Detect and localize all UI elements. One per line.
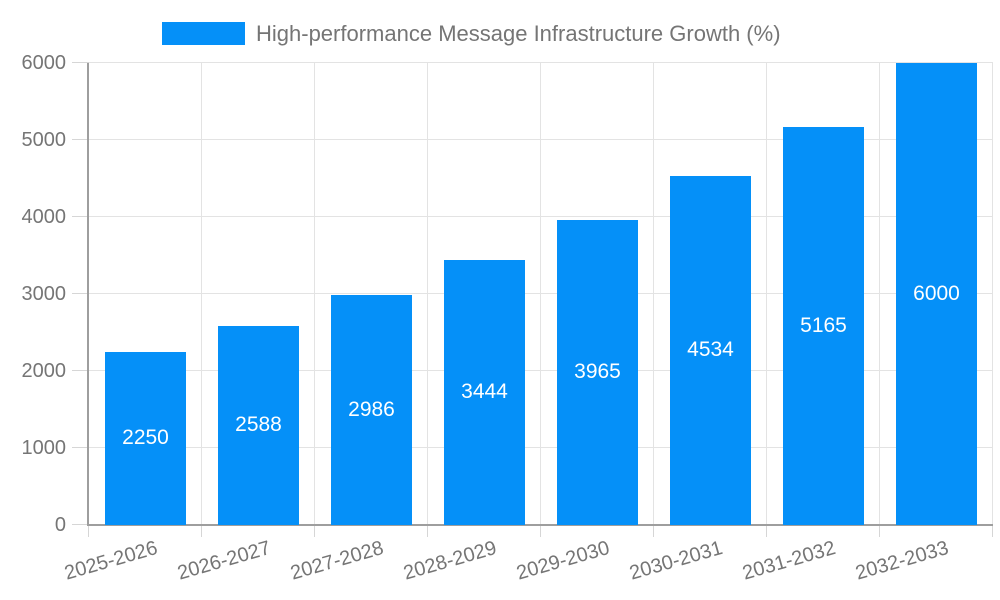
v-gridline-5 bbox=[653, 63, 654, 525]
v-gridline-1 bbox=[201, 63, 202, 525]
x-tick-2 bbox=[314, 526, 315, 537]
h-gridline-5000 bbox=[89, 139, 993, 140]
v-gridline-8 bbox=[992, 63, 993, 525]
bar-2031-2032[interactable]: 5165 bbox=[783, 127, 864, 525]
legend-label: High-performance Message Infrastructure … bbox=[256, 21, 781, 46]
bar-2028-2029[interactable]: 3444 bbox=[444, 259, 525, 525]
y-tick-5000 bbox=[72, 139, 89, 140]
bar-value-label: 2986 bbox=[348, 398, 395, 422]
y-tick-label-6000: 6000 bbox=[21, 52, 67, 74]
bar-2025-2026[interactable]: 2250 bbox=[105, 351, 186, 525]
bar-value-label: 2250 bbox=[122, 426, 169, 450]
y-tick-2000 bbox=[72, 370, 89, 371]
bar-2027-2028[interactable]: 2986 bbox=[331, 295, 412, 525]
bar-value-label: 2588 bbox=[235, 413, 282, 437]
bar-2029-2030[interactable]: 3965 bbox=[557, 219, 638, 525]
x-tick-5 bbox=[653, 526, 654, 537]
x-tick-8 bbox=[992, 526, 993, 537]
y-tick-label-1000: 1000 bbox=[21, 437, 67, 459]
y-tick-label-3000: 3000 bbox=[21, 283, 67, 305]
bar-value-label: 4534 bbox=[687, 338, 734, 362]
y-tick-0 bbox=[72, 524, 89, 525]
x-tick-6 bbox=[766, 526, 767, 537]
x-tick-7 bbox=[879, 526, 880, 537]
y-tick-4000 bbox=[72, 216, 89, 217]
y-tick-label-5000: 5000 bbox=[21, 129, 67, 151]
x-tick-0 bbox=[88, 526, 89, 537]
y-tick-1000 bbox=[72, 447, 89, 448]
bar-value-label: 5165 bbox=[800, 314, 847, 338]
h-gridline-6000 bbox=[89, 62, 993, 63]
v-gridline-2 bbox=[314, 63, 315, 525]
v-gridline-6 bbox=[766, 63, 767, 525]
bar-value-label: 6000 bbox=[913, 282, 960, 305]
bar-2030-2031[interactable]: 4534 bbox=[670, 175, 751, 525]
y-tick-label-4000: 4000 bbox=[21, 206, 67, 228]
v-gridline-7 bbox=[879, 63, 880, 525]
bar-value-label: 3965 bbox=[574, 360, 621, 384]
x-tick-1 bbox=[201, 526, 202, 537]
h-gridline-2000 bbox=[89, 370, 993, 371]
y-axis-line bbox=[87, 63, 89, 525]
x-axis-line bbox=[87, 524, 993, 526]
y-tick-6000 bbox=[72, 62, 89, 63]
bar-2026-2027[interactable]: 2588 bbox=[218, 325, 299, 525]
y-tick-3000 bbox=[72, 293, 89, 294]
h-gridline-1000 bbox=[89, 447, 993, 448]
bar-value-label: 3444 bbox=[461, 380, 508, 404]
x-tick-3 bbox=[427, 526, 428, 537]
h-gridline-4000 bbox=[89, 216, 993, 217]
legend-swatch bbox=[162, 22, 245, 45]
h-gridline-3000 bbox=[89, 293, 993, 294]
y-tick-label-2000: 2000 bbox=[21, 360, 67, 382]
v-gridline-4 bbox=[540, 63, 541, 525]
bar-2032-2033[interactable]: 6000 bbox=[896, 63, 977, 525]
legend-item[interactable]: High-performance Message Infrastructure … bbox=[162, 22, 781, 45]
x-tick-4 bbox=[540, 526, 541, 537]
y-tick-label-0: 0 bbox=[54, 514, 66, 536]
v-gridline-3 bbox=[427, 63, 428, 525]
